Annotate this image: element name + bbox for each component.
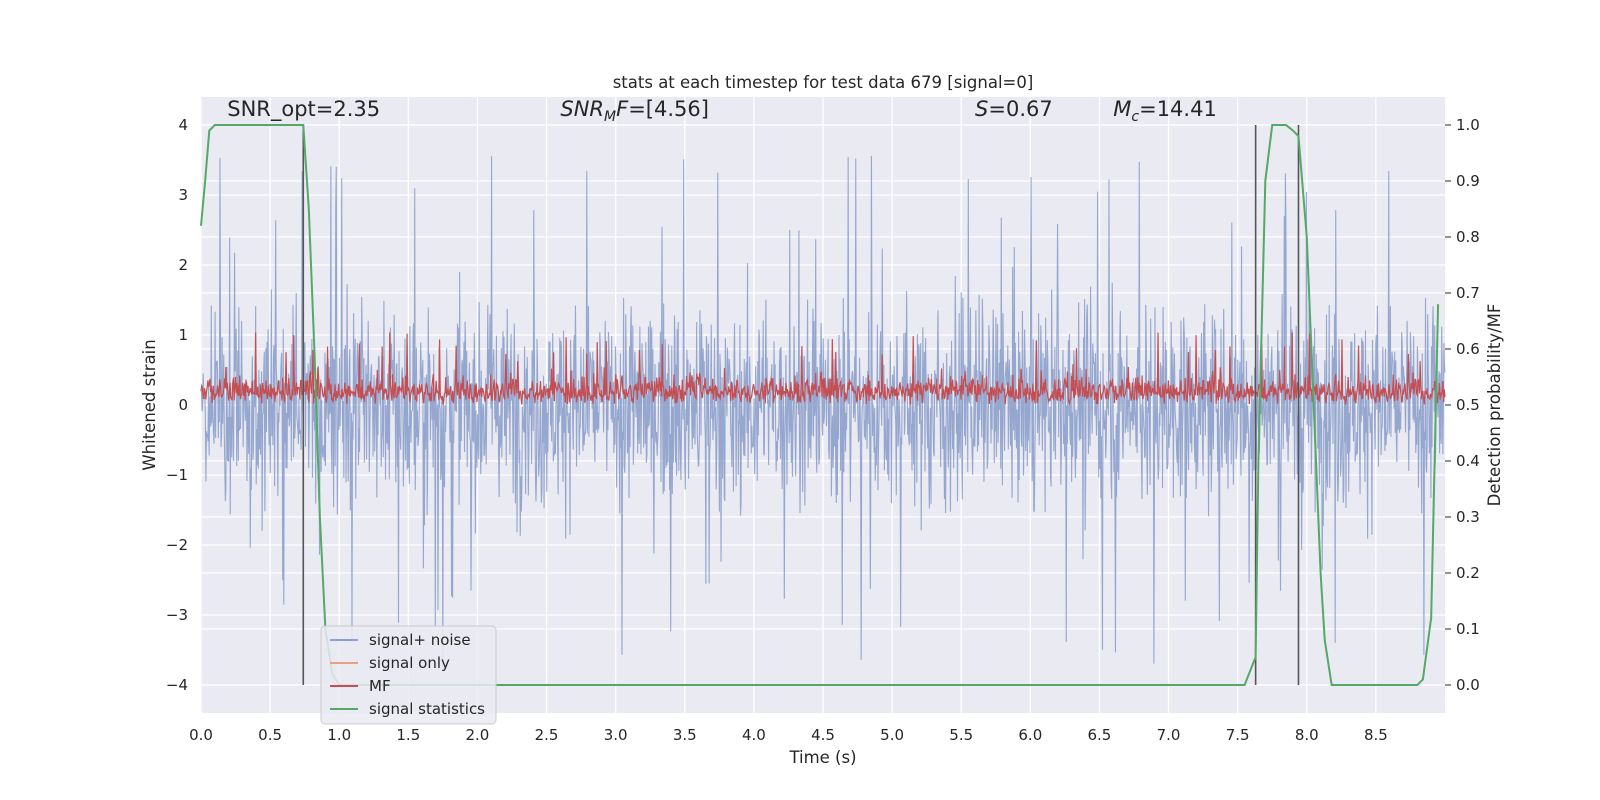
annotation-snr-mf: SNRMF=[4.56] xyxy=(560,97,709,125)
y-tick-label: 2 xyxy=(178,256,188,274)
x-tick-label: 2.0 xyxy=(466,726,490,744)
x-tick-labels: 0.0 0.5 1.0 1.5 2.0 2.5 3.0 3.5 4.0 4.5 5.0 5.5 6.0 6… xyxy=(189,726,1388,744)
x-tick-label: 5.0 xyxy=(880,726,904,744)
y-axis-label: Whitened strain xyxy=(140,339,159,470)
x-tick-label: 0.0 xyxy=(189,726,213,744)
legend: signal+ noise signal only MF signal stat… xyxy=(320,625,497,725)
annotation-s-value: S=0.67 xyxy=(975,97,1053,121)
x-tick-label: 8.0 xyxy=(1295,726,1319,744)
y2-tick-label: 0.0 xyxy=(1456,676,1480,694)
x-tick-label: 4.0 xyxy=(742,726,766,744)
legend-box xyxy=(320,625,497,725)
annotation-mc-value: Mc=14.41 xyxy=(1113,97,1217,125)
y-tick-label: 0 xyxy=(178,396,188,414)
x-tick-label: 3.0 xyxy=(604,726,628,744)
y-tick-label: −1 xyxy=(166,466,188,484)
x-tick-label: 7.0 xyxy=(1157,726,1181,744)
annotations: SNR_opt=2.35 SNRMF=[4.56] S=0.67 Mc=14.41 xyxy=(227,97,1217,125)
y2-tick-label: 0.6 xyxy=(1456,340,1480,358)
legend-label-signal-plus-noise: signal+ noise xyxy=(369,631,471,649)
y2-tick-label: 0.9 xyxy=(1456,172,1480,190)
y-tick-label: 1 xyxy=(178,326,188,344)
y-tick-label: −4 xyxy=(166,676,188,694)
x-tick-label: 1.5 xyxy=(396,726,420,744)
legend-label-mf: MF xyxy=(369,677,391,695)
x-tick-label: 6.0 xyxy=(1018,726,1042,744)
legend-label-signal-only: signal only xyxy=(369,654,450,672)
y2-tick-label: 0.8 xyxy=(1456,228,1480,246)
y-tick-label: 3 xyxy=(178,186,188,204)
series-signal-statistics xyxy=(200,124,1440,686)
annotation-snr-opt: SNR_opt=2.35 xyxy=(227,97,380,122)
x-tick-label: 5.5 xyxy=(949,726,973,744)
signal-statistics-line xyxy=(200,124,1440,686)
y-tick-label: 4 xyxy=(178,116,188,134)
y2-tick-labels: 0.0 0.1 0.2 0.3 0.4 0.5 0.6 0.7 0.8 0.9 1.0 xyxy=(1445,116,1480,694)
x-tick-label: 2.5 xyxy=(535,726,559,744)
x-tick-label: 4.5 xyxy=(811,726,835,744)
y2-tick-label: 1.0 xyxy=(1456,116,1480,134)
y-tick-label: −3 xyxy=(166,606,188,624)
x-tick-label: 8.5 xyxy=(1364,726,1388,744)
y2-tick-label: 0.3 xyxy=(1456,508,1480,526)
y-tick-labels: −4 −3 −2 −1 0 1 2 3 4 xyxy=(166,116,188,694)
y2-tick-label: 0.4 xyxy=(1456,452,1480,470)
y2-axis-label: Detection probability/MF xyxy=(1485,304,1504,507)
y2-tick-label: 0.7 xyxy=(1456,284,1480,302)
series-signal-plus-noise xyxy=(200,155,1446,670)
chart-title: stats at each timestep for test data 679… xyxy=(613,73,1034,92)
x-tick-label: 1.0 xyxy=(327,726,351,744)
y-tick-label: −2 xyxy=(166,536,188,554)
plot-content xyxy=(200,124,1446,686)
legend-label-signal-statistics: signal statistics xyxy=(369,700,485,718)
y2-tick-label: 0.1 xyxy=(1456,620,1480,638)
signal-plus-noise-line xyxy=(200,155,1446,670)
x-tick-label: 7.5 xyxy=(1226,726,1250,744)
x-tick-label: 3.5 xyxy=(673,726,697,744)
x-tick-label: 6.5 xyxy=(1088,726,1112,744)
x-tick-label: 0.5 xyxy=(258,726,282,744)
y2-tick-label: 0.5 xyxy=(1456,396,1480,414)
y2-tick-label: 0.2 xyxy=(1456,564,1480,582)
x-axis-label: Time (s) xyxy=(788,748,856,767)
mf-line xyxy=(200,332,1446,406)
series-mf xyxy=(200,332,1446,406)
